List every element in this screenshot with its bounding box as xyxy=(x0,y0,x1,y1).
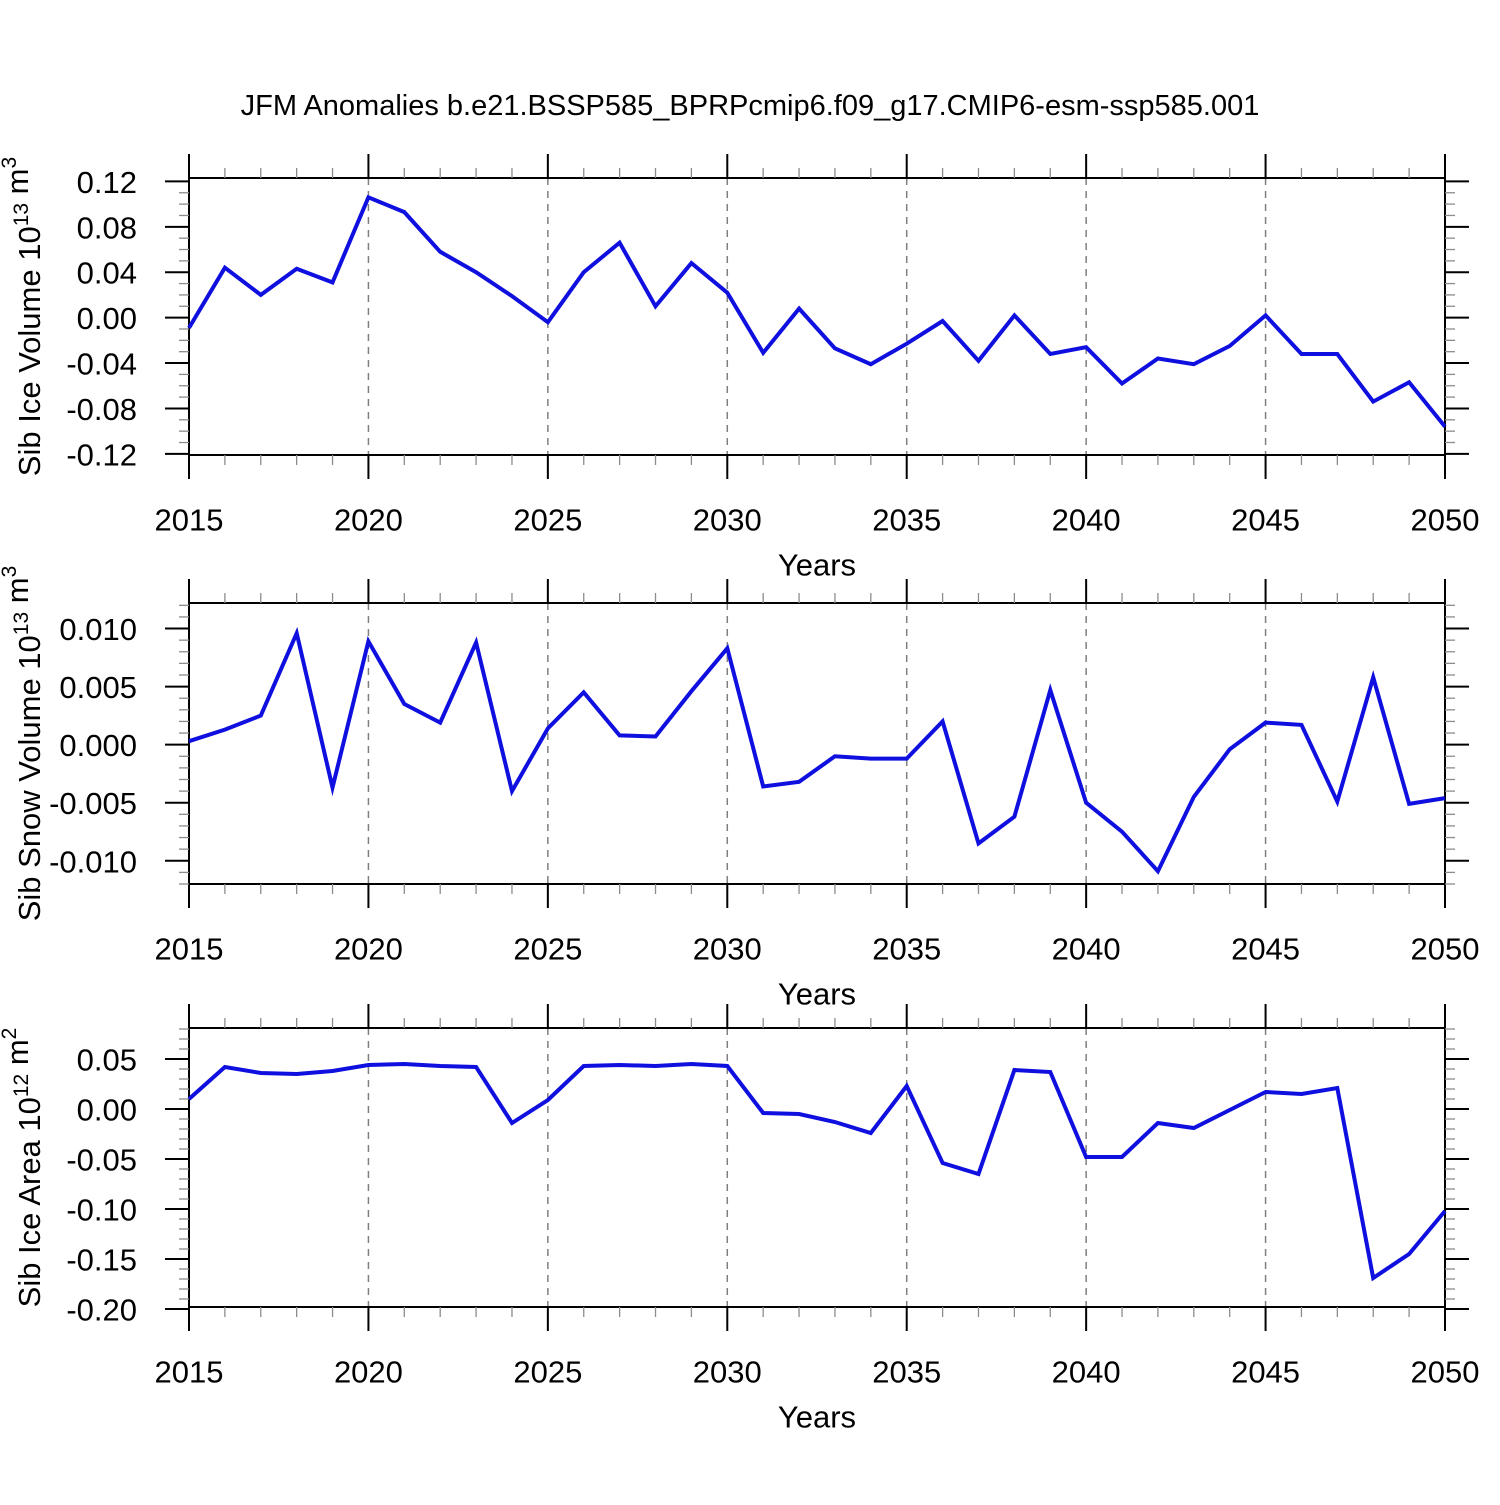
y-tick-label: 0.00 xyxy=(77,301,137,336)
x-tick-label: 2035 xyxy=(872,1355,941,1390)
x-tick-label: 2050 xyxy=(1411,932,1480,967)
x-tick-label: 2035 xyxy=(872,932,941,967)
y-tick-label: -0.12 xyxy=(66,437,137,472)
x-tick-label: 2040 xyxy=(1052,932,1121,967)
y-axis-title: Sib Ice Area 1012 m2 xyxy=(0,1028,47,1308)
x-axis-title: Years xyxy=(778,1400,856,1435)
x-tick-label: 2040 xyxy=(1052,503,1121,538)
x-tick-label: 2025 xyxy=(513,503,582,538)
y-tick-label: 0.00 xyxy=(77,1093,137,1128)
data-line-sib-ice-area xyxy=(187,1061,1447,1282)
panel-sib-ice-volume: 0.12 0.08 0.04 0.00 -0.04 -0.08 -0.12 2015 2020 2… xyxy=(0,154,1479,583)
y-tick-label: -0.08 xyxy=(66,392,137,427)
y-tick-label: -0.005 xyxy=(49,786,137,821)
y-tick-label: -0.15 xyxy=(66,1243,137,1278)
y-tick-label: 0.05 xyxy=(77,1043,137,1078)
data-line-sib-snow-volume xyxy=(188,626,1446,875)
y-tick-label: -0.10 xyxy=(66,1193,137,1228)
panel-sib-ice-area: 0.05 0.00 -0.05 -0.10 -0.15 -0.20 2015 2020 2025… xyxy=(0,1004,1479,1435)
plot-frame xyxy=(188,1027,1446,1308)
y-tick-label: -0.04 xyxy=(66,347,137,382)
x-tick-label: 2015 xyxy=(155,1355,224,1390)
x-tick-label: 2020 xyxy=(334,1355,403,1390)
y-tick-label: 0.04 xyxy=(77,256,137,291)
x-tick-label: 2015 xyxy=(155,503,224,538)
y-tick-label: 0.010 xyxy=(59,612,137,647)
y-tick-label: 0.08 xyxy=(77,210,137,245)
y-tick-label: -0.20 xyxy=(66,1293,137,1328)
y-tick-label: -0.05 xyxy=(66,1143,137,1178)
x-tick-label: 2030 xyxy=(693,932,762,967)
x-tick-label: 2020 xyxy=(334,932,403,967)
x-tick-label: 2045 xyxy=(1231,1355,1300,1390)
y-tick-label: -0.010 xyxy=(49,844,137,879)
x-tick-label: 2045 xyxy=(1231,503,1300,538)
data-line-sib-ice-volume xyxy=(187,194,1447,428)
x-tick-label: 2020 xyxy=(334,503,403,538)
x-axis-title: Years xyxy=(778,977,856,1012)
x-tick-label: 2045 xyxy=(1231,932,1300,967)
plot-frame xyxy=(188,602,1446,885)
x-tick-label: 2040 xyxy=(1052,1355,1121,1390)
x-tick-label: 2030 xyxy=(693,503,762,538)
panel-sib-snow-volume: 0.010 0.005 0.000 -0.005 -0.010 2015 2020 2025 2… xyxy=(0,566,1479,1012)
x-tick-label: 2030 xyxy=(693,1355,762,1390)
x-tick-label: 2025 xyxy=(513,1355,582,1390)
x-axis-title: Years xyxy=(778,548,856,583)
y-axis-title: Sib Ice Volume 1013 m3 xyxy=(0,157,47,476)
y-axis-title: Sib Snow Volume 1013 m3 xyxy=(0,566,47,922)
x-tick-label: 2050 xyxy=(1411,503,1480,538)
x-tick-label: 2025 xyxy=(513,932,582,967)
plot-frame xyxy=(188,177,1446,456)
y-tick-label: 0.12 xyxy=(77,165,137,200)
x-tick-label: 2050 xyxy=(1411,1355,1480,1390)
figure-title: JFM Anomalies b.e21.BSSP585_BPRPcmip6.f0… xyxy=(240,90,1260,122)
x-tick-label: 2035 xyxy=(872,503,941,538)
y-tick-label: 0.000 xyxy=(59,728,137,763)
x-tick-label: 2015 xyxy=(155,932,224,967)
y-tick-label: 0.005 xyxy=(59,670,137,705)
